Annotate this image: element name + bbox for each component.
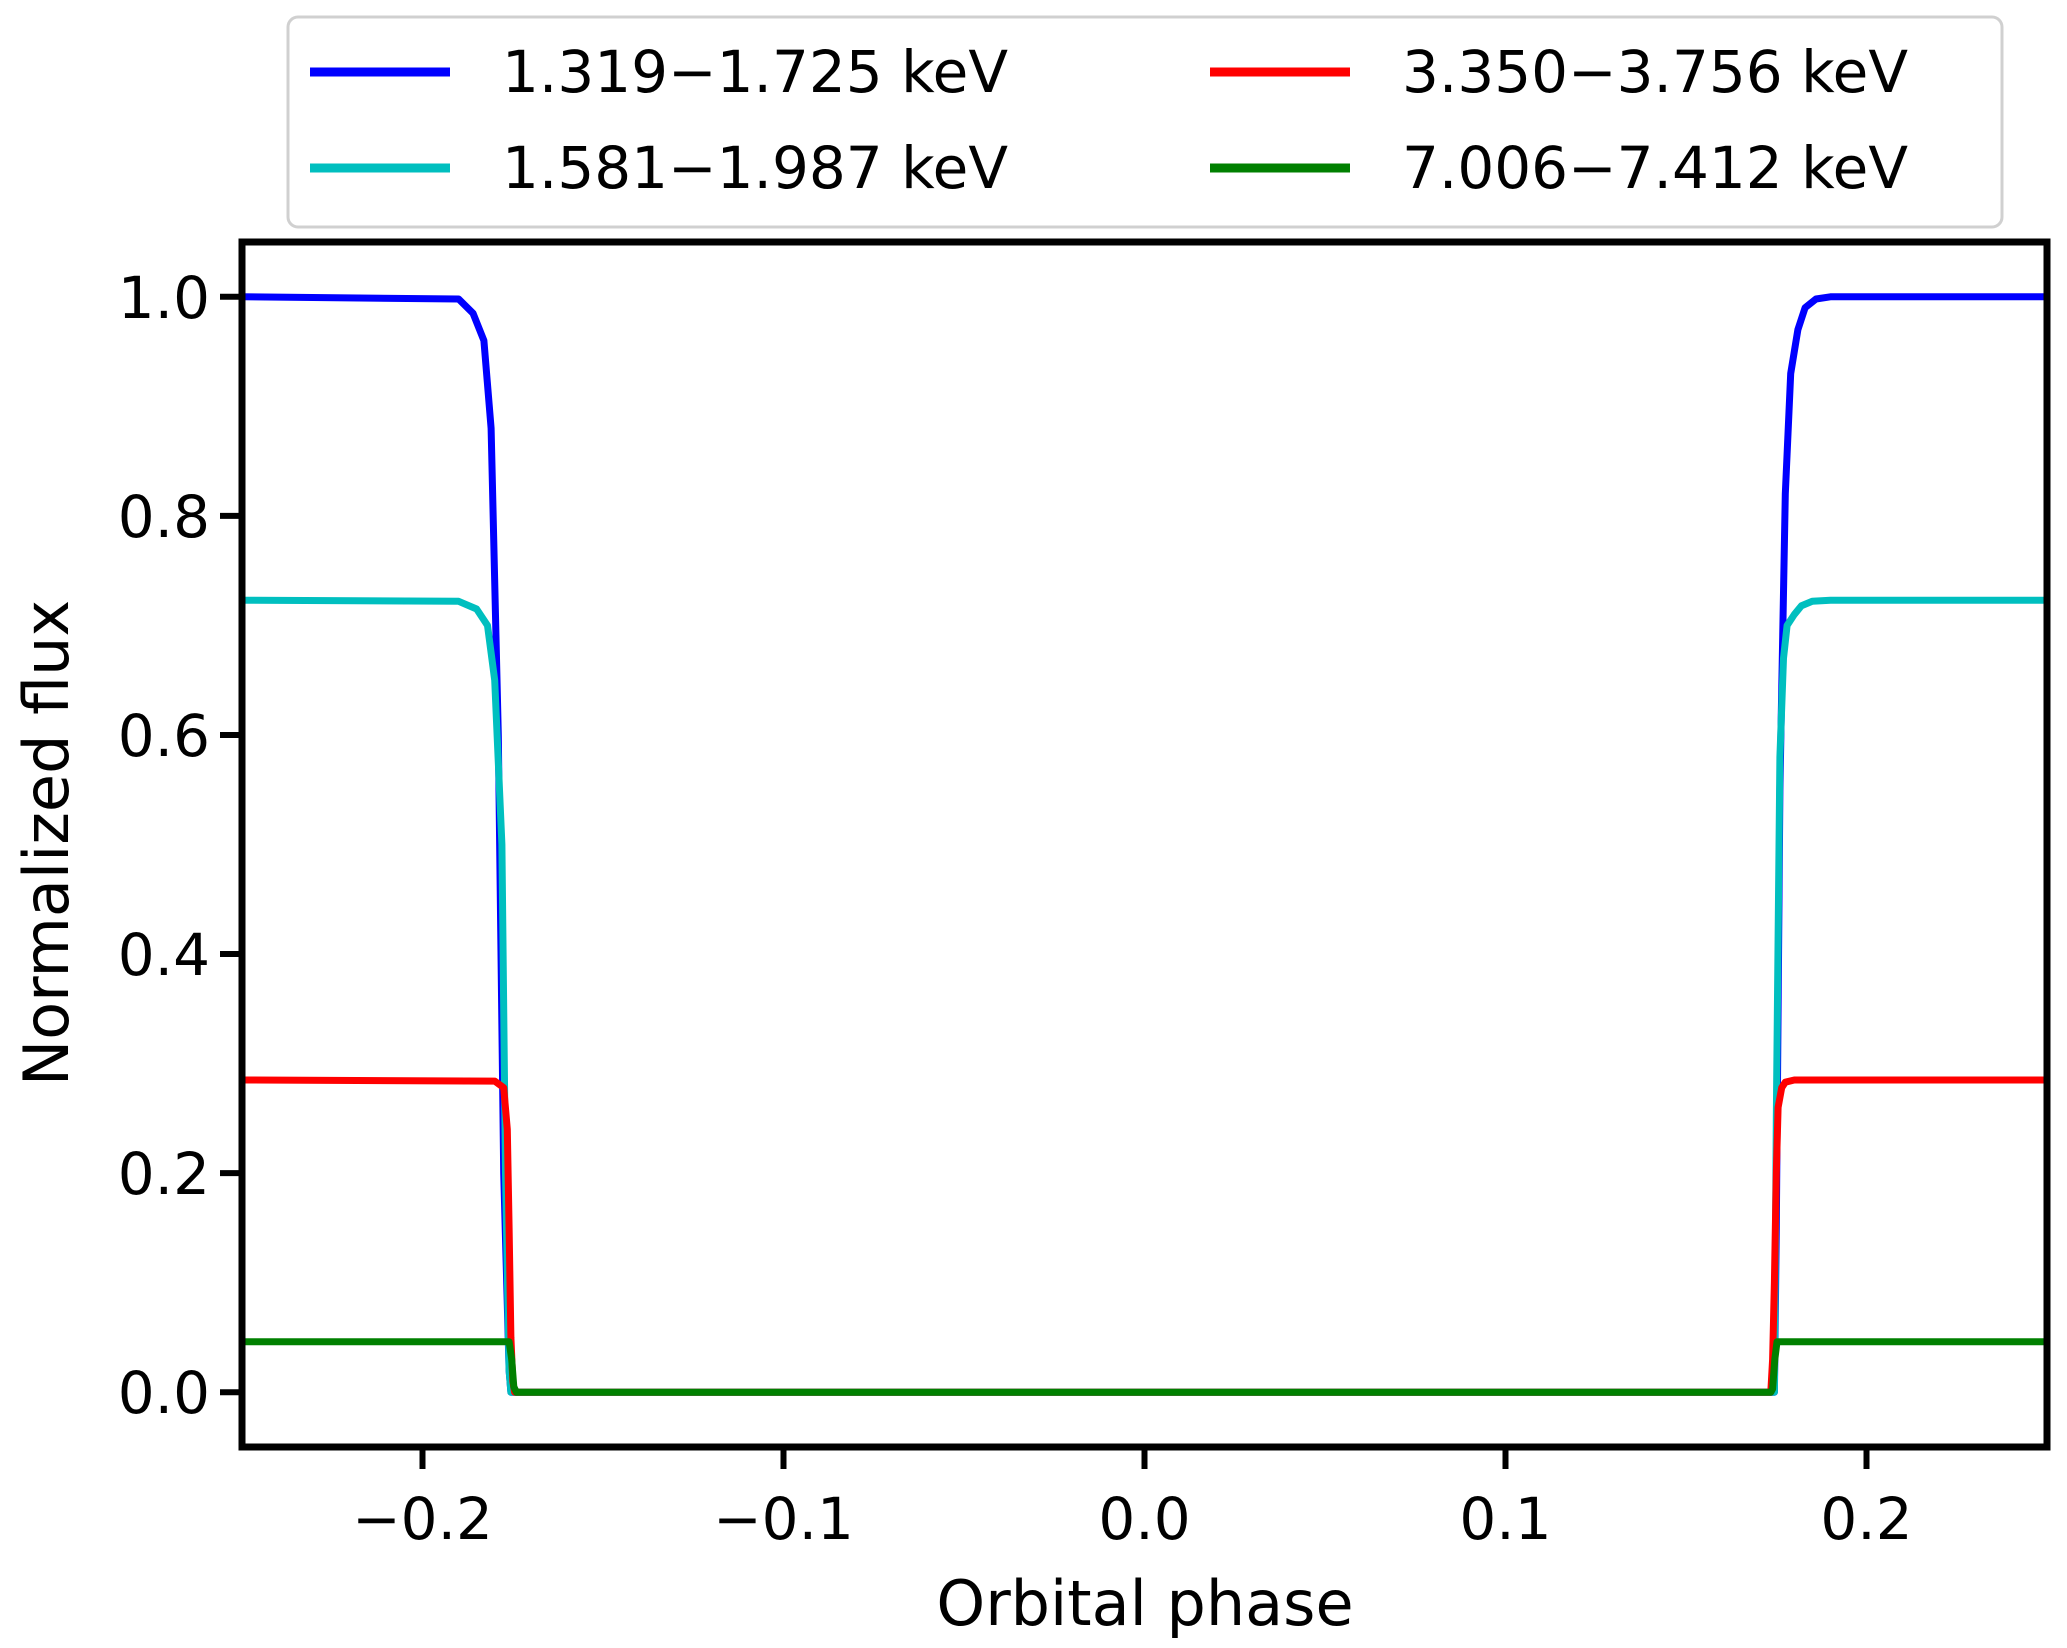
y-axis-label: Normalized flux (10, 600, 83, 1086)
legend-label-3: 3.350−3.756 keV (1402, 38, 1908, 106)
y-tick-label: 1.0 (118, 264, 210, 332)
legend-box (286, 15, 2004, 229)
y-tick-label: 0.2 (118, 1140, 210, 1208)
x-tick-label: −0.1 (713, 1485, 854, 1553)
x-tick-label: −0.2 (352, 1485, 493, 1553)
x-tick-label: 0.0 (1098, 1485, 1190, 1553)
legend-label-2: 1.581−1.987 keV (502, 134, 1008, 202)
series-line-4 (242, 1338, 2047, 1396)
legend-label-4: 7.006−7.412 keV (1402, 134, 1908, 202)
y-tick-label: 0.0 (118, 1359, 210, 1427)
legend: 1.319−1.725 keV 1.581−1.987 keV 3.350−3.75… (286, 15, 2004, 229)
plot-area (238, 238, 2051, 1451)
x-tick-label: 0.2 (1820, 1485, 1912, 1553)
x-axis: −0.2 −0.1 0.0 0.1 0.2 (352, 1447, 1913, 1553)
x-axis-label: Orbital phase (936, 1567, 1353, 1640)
x-tick-label: 0.1 (1459, 1485, 1551, 1553)
legend-label-1: 1.319−1.725 keV (502, 38, 1008, 106)
y-tick-label: 0.4 (118, 921, 210, 989)
y-tick-label: 0.8 (118, 483, 210, 551)
y-axis: 0.0 0.2 0.4 0.6 0.8 1.0 (118, 264, 242, 1427)
y-tick-label: 0.6 (118, 702, 210, 770)
